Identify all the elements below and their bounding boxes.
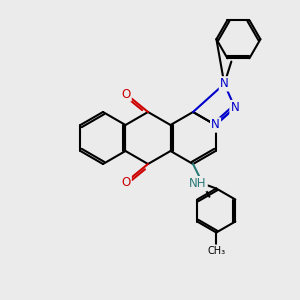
Text: N: N bbox=[220, 77, 229, 90]
Text: N: N bbox=[211, 118, 220, 131]
Text: O: O bbox=[122, 176, 130, 188]
Text: N: N bbox=[230, 101, 239, 114]
Text: NH: NH bbox=[189, 177, 207, 190]
Text: CH₃: CH₃ bbox=[207, 245, 225, 256]
Text: O: O bbox=[122, 88, 130, 100]
